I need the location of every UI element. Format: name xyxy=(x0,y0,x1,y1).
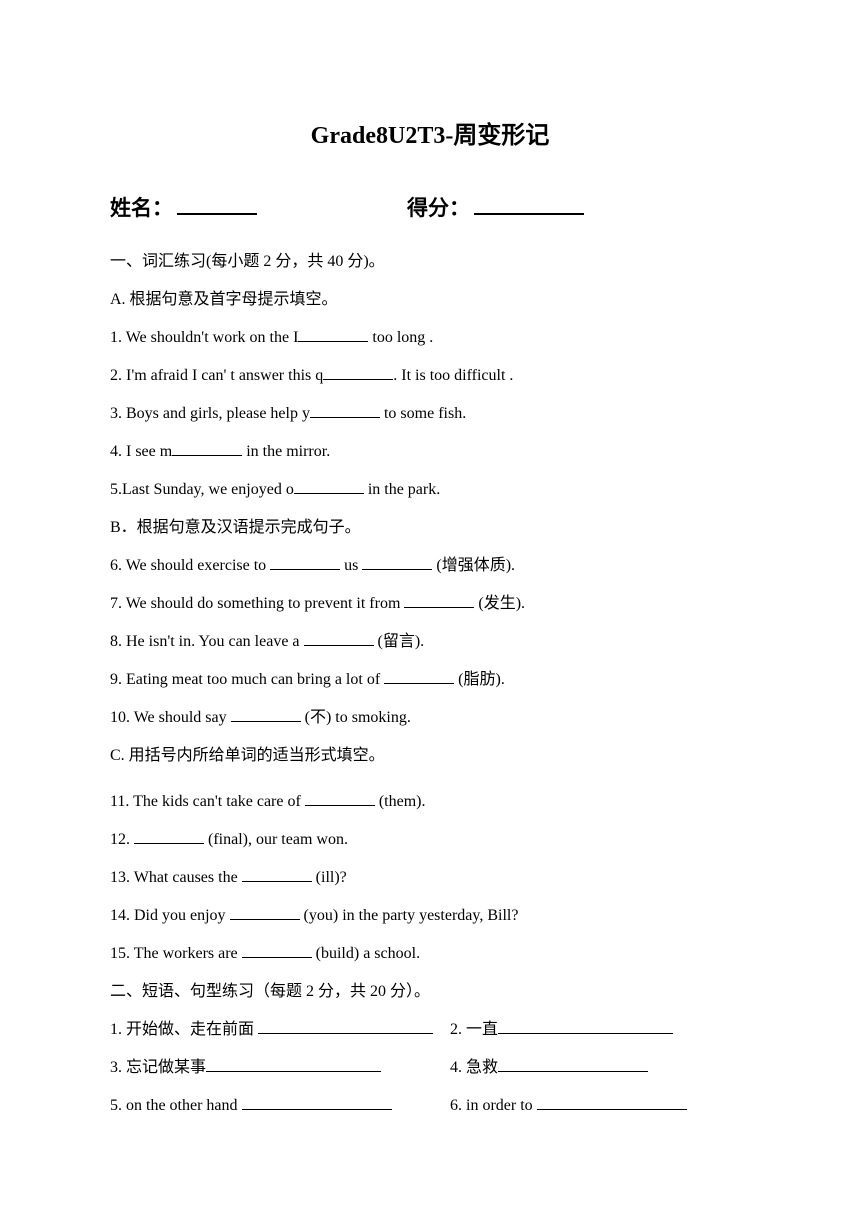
question-9: 9. Eating meat too much can bring a lot … xyxy=(110,668,750,692)
q5-text-a: 5.Last Sunday, we enjoyed o xyxy=(110,481,294,498)
question-15: 15. The workers are (build) a school. xyxy=(110,942,750,966)
q3-text-b: to some fish. xyxy=(380,405,466,422)
s2-q2-text: 2. 一直 xyxy=(450,1021,498,1038)
question-8: 8. He isn't in. You can leave a (留言). xyxy=(110,630,750,654)
name-blank[interactable] xyxy=(177,213,257,215)
q10-blank[interactable] xyxy=(231,721,301,722)
q12-text-b: (final), our team won. xyxy=(204,831,348,848)
question-3: 3. Boys and girls, please help y to some… xyxy=(110,402,750,426)
score-blank[interactable] xyxy=(474,213,584,215)
s2-q6-text: 6. in order to xyxy=(450,1097,537,1114)
q13-text-a: 13. What causes the xyxy=(110,869,242,886)
q6-text-c: (增强体质). xyxy=(432,557,515,574)
q5-blank[interactable] xyxy=(294,493,364,494)
section2-row-1: 1. 开始做、走在前面 2. 一直 xyxy=(110,1018,750,1042)
q10-text-a: 10. We should say xyxy=(110,709,231,726)
q7-text-a: 7. We should do something to prevent it … xyxy=(110,595,404,612)
s2-q3: 3. 忘记做某事 xyxy=(110,1056,450,1080)
s2-q5-blank[interactable] xyxy=(242,1109,392,1110)
q4-text-a: 4. I see m xyxy=(110,443,172,460)
partB-heading: B．根据句意及汉语提示完成句子。 xyxy=(110,516,750,540)
q8-blank[interactable] xyxy=(304,645,374,646)
section2-row-3: 5. on the other hand 6. in order to xyxy=(110,1094,750,1118)
s2-q1: 1. 开始做、走在前面 xyxy=(110,1018,450,1042)
s2-q6-blank[interactable] xyxy=(537,1109,687,1110)
s2-q6: 6. in order to xyxy=(450,1094,750,1118)
q14-blank[interactable] xyxy=(230,919,300,920)
question-6: 6. We should exercise to us (增强体质). xyxy=(110,554,750,578)
question-7: 7. We should do something to prevent it … xyxy=(110,592,750,616)
q6-blank-2[interactable] xyxy=(362,569,432,570)
q8-text-b: (留言). xyxy=(374,633,425,650)
q12-text-a: 12. xyxy=(110,831,134,848)
section2-row-2: 3. 忘记做某事 4. 急救 xyxy=(110,1056,750,1080)
question-12: 12. (final), our team won. xyxy=(110,828,750,852)
section1-heading: 一、词汇练习(每小题 2 分，共 40 分)。 xyxy=(110,250,750,274)
q12-blank[interactable] xyxy=(134,843,204,844)
q2-text-a: 2. I'm afraid I can' t answer this q xyxy=(110,367,323,384)
s2-q5: 5. on the other hand xyxy=(110,1094,450,1118)
section2-heading: 二、短语、句型练习（每题 2 分，共 20 分）。 xyxy=(110,980,750,1004)
q2-blank[interactable] xyxy=(323,379,393,380)
q1-blank[interactable] xyxy=(298,341,368,342)
question-5: 5.Last Sunday, we enjoyed o in the park. xyxy=(110,478,750,502)
q14-text-b: (you) in the party yesterday, Bill? xyxy=(300,907,519,924)
s2-q4-text: 4. 急救 xyxy=(450,1059,498,1076)
s2-q4-blank[interactable] xyxy=(498,1071,648,1072)
q11-text-a: 11. The kids can't take care of xyxy=(110,793,305,810)
s2-q2: 2. 一直 xyxy=(450,1018,750,1042)
q6-text-a: 6. We should exercise to xyxy=(110,557,270,574)
q10-text-b: (不) to smoking. xyxy=(301,709,411,726)
question-11: 11. The kids can't take care of (them). xyxy=(110,790,750,814)
q3-text-a: 3. Boys and girls, please help y xyxy=(110,405,310,422)
s2-q1-blank[interactable] xyxy=(258,1033,433,1034)
q13-text-b: (ill)? xyxy=(312,869,347,886)
q11-text-b: (them). xyxy=(375,793,426,810)
s2-q3-text: 3. 忘记做某事 xyxy=(110,1059,206,1076)
question-14: 14. Did you enjoy (you) in the party yes… xyxy=(110,904,750,928)
q6-blank-1[interactable] xyxy=(270,569,340,570)
s2-q3-blank[interactable] xyxy=(206,1071,381,1072)
q13-blank[interactable] xyxy=(242,881,312,882)
partA-heading: A. 根据句意及首字母提示填空。 xyxy=(110,288,750,312)
q8-text-a: 8. He isn't in. You can leave a xyxy=(110,633,304,650)
q3-blank[interactable] xyxy=(310,417,380,418)
name-label: 姓名： xyxy=(110,192,173,222)
score-field: 得分： xyxy=(407,192,584,222)
q4-blank[interactable] xyxy=(172,455,242,456)
q9-text-a: 9. Eating meat too much can bring a lot … xyxy=(110,671,384,688)
s2-q5-text: 5. on the other hand xyxy=(110,1097,242,1114)
q15-text-a: 15. The workers are xyxy=(110,945,242,962)
name-field: 姓名： xyxy=(110,192,257,222)
page-title: Grade8U2T3-周变形记 xyxy=(110,115,750,150)
q9-blank[interactable] xyxy=(384,683,454,684)
s2-q2-blank[interactable] xyxy=(498,1033,673,1034)
q9-text-b: (脂肪). xyxy=(454,671,505,688)
question-1: 1. We shouldn't work on the I too long . xyxy=(110,326,750,350)
score-label: 得分： xyxy=(407,192,470,222)
q5-text-b: in the park. xyxy=(364,481,440,498)
question-4: 4. I see m in the mirror. xyxy=(110,440,750,464)
q1-text-a: 1. We shouldn't work on the I xyxy=(110,329,298,346)
q14-text-a: 14. Did you enjoy xyxy=(110,907,230,924)
q15-text-b: (build) a school. xyxy=(312,945,420,962)
q1-text-b: too long . xyxy=(368,329,433,346)
q7-text-b: (发生). xyxy=(474,595,525,612)
partC-heading: C. 用括号内所给单词的适当形式填空。 xyxy=(110,744,750,768)
q11-blank[interactable] xyxy=(305,805,375,806)
question-13: 13. What causes the (ill)? xyxy=(110,866,750,890)
question-2: 2. I'm afraid I can' t answer this q . It… xyxy=(110,364,750,388)
s2-q1-text: 1. 开始做、走在前面 xyxy=(110,1021,258,1038)
q15-blank[interactable] xyxy=(242,957,312,958)
q4-text-b: in the mirror. xyxy=(242,443,330,460)
q6-text-b: us xyxy=(340,557,362,574)
q7-blank[interactable] xyxy=(404,607,474,608)
header-row: 姓名： 得分： xyxy=(110,192,750,222)
s2-q4: 4. 急救 xyxy=(450,1056,750,1080)
q2-text-b: . It is too difficult . xyxy=(393,367,513,384)
question-10: 10. We should say (不) to smoking. xyxy=(110,706,750,730)
